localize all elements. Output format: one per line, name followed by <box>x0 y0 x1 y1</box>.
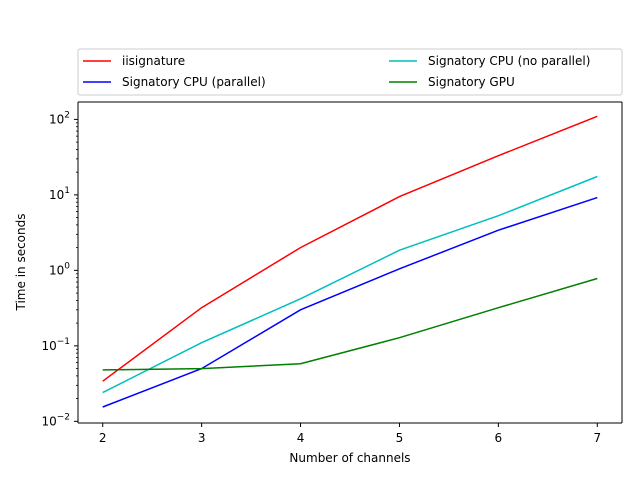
x-tick-label: 5 <box>396 431 404 445</box>
x-tick-label: 3 <box>198 431 206 445</box>
legend-label-3: Signatory GPU <box>428 75 515 89</box>
legend-label-2: Signatory CPU (no parallel) <box>428 54 590 68</box>
x-axis-title: Number of channels <box>289 451 410 465</box>
y-tick-label: 102 <box>49 110 70 126</box>
legend: iisignature Signatory CPU (parallel) Signa… <box>77 48 623 96</box>
legend-box <box>77 48 623 96</box>
series-layer <box>102 115 598 408</box>
series-line-2 <box>102 175 598 394</box>
y-axis: 10−2 10−1 100 101 102 <box>41 110 78 428</box>
plot-frame <box>77 101 623 424</box>
x-tick-label: 4 <box>297 431 305 445</box>
series-line-1 <box>102 196 598 408</box>
legend-label-0: iisignature <box>122 54 185 68</box>
series-line-0 <box>102 115 598 382</box>
x-tick-label: 6 <box>495 431 503 445</box>
x-tick-label: 2 <box>99 431 107 445</box>
x-tick-label: 7 <box>593 431 601 445</box>
legend-label-1: Signatory CPU (parallel) <box>122 75 266 89</box>
y-tick-label: 101 <box>49 186 70 202</box>
plot-area <box>78 102 622 423</box>
y-tick-label: 100 <box>49 261 70 277</box>
y-tick-label: 10−1 <box>41 337 70 353</box>
y-tick-label: 10−2 <box>41 412 70 428</box>
x-axis: 2 3 4 5 6 7 <box>99 423 601 445</box>
series-line-3 <box>102 277 598 371</box>
y-axis-title: Time in seconds <box>14 214 28 312</box>
